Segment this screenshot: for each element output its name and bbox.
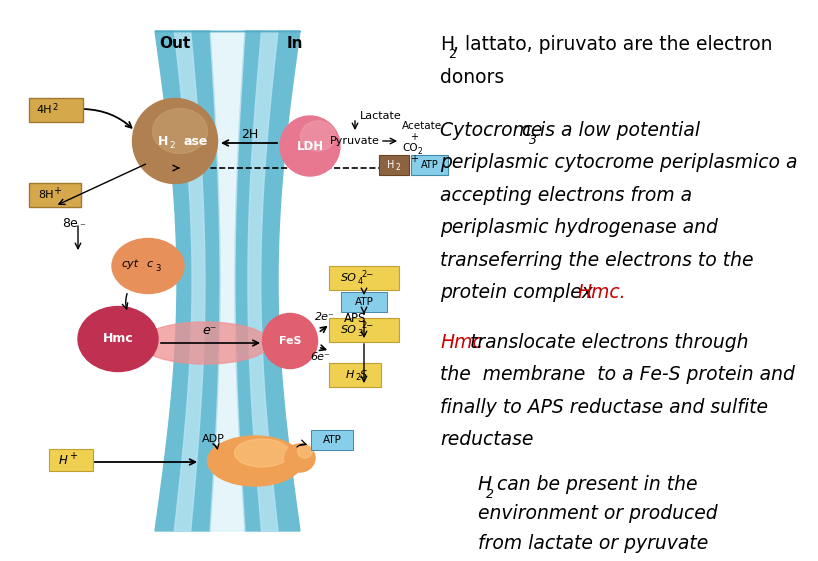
Ellipse shape bbox=[235, 439, 290, 467]
Text: protein complex: protein complex bbox=[440, 283, 605, 302]
Text: H: H bbox=[440, 35, 454, 54]
Text: cyt: cyt bbox=[121, 259, 138, 269]
Text: FeS: FeS bbox=[279, 336, 301, 346]
Text: is a low potential: is a low potential bbox=[533, 121, 699, 140]
Text: Acetate: Acetate bbox=[402, 121, 442, 131]
Text: the  membrane  to a Fe-S protein and: the membrane to a Fe-S protein and bbox=[440, 365, 795, 384]
Text: +: + bbox=[410, 154, 418, 164]
Text: from lactate or pyruvate: from lactate or pyruvate bbox=[478, 534, 708, 553]
Text: H: H bbox=[346, 370, 354, 380]
Ellipse shape bbox=[298, 444, 312, 458]
Text: ADP: ADP bbox=[201, 434, 224, 444]
Text: 3: 3 bbox=[529, 134, 537, 147]
Text: 6e⁻: 6e⁻ bbox=[310, 352, 330, 362]
Text: c: c bbox=[147, 259, 153, 269]
Text: 2: 2 bbox=[52, 103, 57, 112]
Text: transeferring the electrons to the: transeferring the electrons to the bbox=[440, 251, 753, 270]
Text: finally to APS reductase and sulfite: finally to APS reductase and sulfite bbox=[440, 398, 768, 417]
Text: ATP: ATP bbox=[322, 435, 341, 445]
Text: translocate electrons through: translocate electrons through bbox=[465, 333, 748, 352]
Polygon shape bbox=[174, 31, 205, 531]
Text: 2−: 2− bbox=[362, 321, 374, 330]
Ellipse shape bbox=[280, 116, 340, 176]
Text: SO: SO bbox=[341, 273, 357, 283]
Ellipse shape bbox=[133, 99, 218, 183]
FancyBboxPatch shape bbox=[329, 363, 381, 387]
FancyBboxPatch shape bbox=[49, 449, 93, 471]
FancyBboxPatch shape bbox=[411, 155, 448, 175]
Text: Lactate: Lactate bbox=[360, 111, 402, 121]
Text: 8H: 8H bbox=[38, 190, 54, 200]
Text: ATP: ATP bbox=[354, 297, 374, 307]
Ellipse shape bbox=[112, 238, 184, 293]
Text: , lattato, piruvato are the electron: , lattato, piruvato are the electron bbox=[452, 35, 772, 54]
Text: 2H: 2H bbox=[241, 127, 258, 140]
Text: Cytocrome: Cytocrome bbox=[440, 121, 548, 140]
Text: 8e: 8e bbox=[62, 217, 78, 229]
Polygon shape bbox=[248, 31, 278, 531]
Polygon shape bbox=[235, 31, 300, 531]
Text: 2: 2 bbox=[169, 140, 175, 149]
Text: H: H bbox=[158, 135, 169, 148]
Text: 4H: 4H bbox=[36, 105, 52, 115]
FancyBboxPatch shape bbox=[29, 183, 81, 207]
FancyBboxPatch shape bbox=[311, 430, 353, 450]
Text: H: H bbox=[478, 475, 492, 494]
Text: SO: SO bbox=[341, 325, 357, 335]
Text: 4: 4 bbox=[357, 277, 362, 286]
Text: +: + bbox=[69, 451, 77, 461]
Ellipse shape bbox=[300, 121, 335, 151]
Text: periplasmic cytocrome periplasmico a: periplasmic cytocrome periplasmico a bbox=[440, 153, 798, 172]
Polygon shape bbox=[155, 31, 220, 531]
Text: APS: APS bbox=[344, 311, 366, 324]
Text: In: In bbox=[287, 35, 303, 50]
FancyBboxPatch shape bbox=[29, 98, 83, 122]
Text: Out: Out bbox=[160, 35, 191, 50]
Text: S: S bbox=[359, 370, 366, 380]
Text: e⁻: e⁻ bbox=[203, 324, 218, 338]
Ellipse shape bbox=[140, 322, 270, 364]
Text: CO: CO bbox=[402, 143, 418, 153]
Text: Hmc.: Hmc. bbox=[578, 283, 627, 302]
Text: 2: 2 bbox=[448, 48, 456, 62]
Ellipse shape bbox=[78, 306, 158, 371]
FancyBboxPatch shape bbox=[329, 318, 399, 342]
Text: Pyruvate: Pyruvate bbox=[330, 136, 380, 146]
Text: 3: 3 bbox=[357, 329, 362, 338]
Text: +: + bbox=[53, 186, 61, 196]
Text: 2: 2 bbox=[355, 374, 361, 383]
Text: donors: donors bbox=[440, 68, 504, 87]
FancyBboxPatch shape bbox=[379, 155, 409, 175]
Text: periplasmic hydrogenase and: periplasmic hydrogenase and bbox=[440, 218, 718, 237]
Text: ⁻: ⁻ bbox=[79, 222, 85, 232]
Text: LDH: LDH bbox=[296, 140, 324, 153]
FancyBboxPatch shape bbox=[329, 266, 399, 290]
Text: H: H bbox=[59, 453, 67, 467]
Text: 2e⁻: 2e⁻ bbox=[315, 312, 335, 322]
Text: c: c bbox=[521, 121, 531, 140]
Text: H: H bbox=[387, 160, 395, 170]
Ellipse shape bbox=[208, 436, 303, 486]
Text: can be present in the: can be present in the bbox=[491, 475, 697, 494]
Text: ATP: ATP bbox=[421, 160, 439, 170]
Text: 2−: 2− bbox=[362, 269, 374, 278]
Text: reductase: reductase bbox=[440, 430, 533, 449]
Text: 2: 2 bbox=[396, 163, 400, 172]
Text: +: + bbox=[410, 132, 418, 142]
Polygon shape bbox=[210, 31, 245, 531]
FancyBboxPatch shape bbox=[341, 292, 387, 312]
Ellipse shape bbox=[152, 108, 208, 154]
Text: 3: 3 bbox=[155, 264, 160, 273]
Text: Hmc: Hmc bbox=[102, 333, 133, 346]
Text: 2: 2 bbox=[417, 146, 422, 155]
Text: Hmc: Hmc bbox=[440, 333, 483, 352]
Text: 2: 2 bbox=[486, 488, 494, 502]
Text: environment or produced: environment or produced bbox=[478, 504, 717, 523]
Ellipse shape bbox=[263, 314, 317, 369]
Text: accepting electrons from a: accepting electrons from a bbox=[440, 186, 692, 205]
Ellipse shape bbox=[285, 444, 315, 472]
Text: ase: ase bbox=[183, 135, 208, 148]
